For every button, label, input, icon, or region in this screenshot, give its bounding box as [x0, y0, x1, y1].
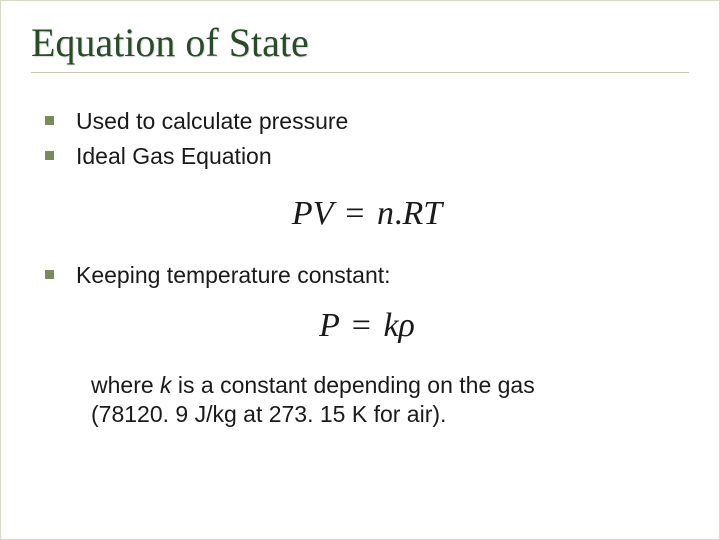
closing-line2: (78120. 9 J/kg at 273. 15 K for air).: [91, 401, 446, 427]
eq-equals: =: [348, 307, 375, 344]
closing-pre: where: [91, 372, 160, 398]
eq-var: PV: [292, 195, 333, 232]
square-bullet-icon: [45, 151, 54, 160]
eq-var: RT: [402, 195, 442, 232]
bullet-text: Ideal Gas Equation: [76, 142, 272, 171]
list-item: Used to calculate pressure: [45, 107, 689, 136]
eq-equals: =: [341, 195, 368, 232]
list-item: Ideal Gas Equation: [45, 142, 689, 171]
square-bullet-icon: [45, 270, 54, 279]
eq-var: n: [377, 195, 394, 232]
eq-var-rho: ρ: [399, 307, 415, 344]
equation-ideal-gas: PV = n.RT: [45, 195, 689, 233]
closing-post: is a constant depending on the gas: [172, 372, 535, 398]
square-bullet-icon: [45, 116, 54, 125]
bullet-text: Keeping temperature constant:: [76, 261, 391, 290]
closing-note: where k is a constant depending on the g…: [45, 371, 689, 429]
equation-text: PV = n.RT: [292, 195, 442, 232]
list-item: Keeping temperature constant:: [45, 261, 689, 290]
eq-var: P: [319, 307, 339, 344]
bullet-list: Used to calculate pressure Ideal Gas Equ…: [31, 107, 689, 429]
slide-title: Equation of State: [31, 19, 689, 66]
equation-text: P = kρ: [319, 307, 415, 344]
title-rule: Equation of State: [31, 19, 689, 73]
closing-k: k: [160, 372, 172, 398]
bullet-text: Used to calculate pressure: [76, 107, 348, 136]
equation-pressure-density: P = kρ: [45, 307, 689, 345]
slide: Equation of State Used to calculate pres…: [0, 0, 720, 540]
eq-var: k: [383, 307, 398, 344]
